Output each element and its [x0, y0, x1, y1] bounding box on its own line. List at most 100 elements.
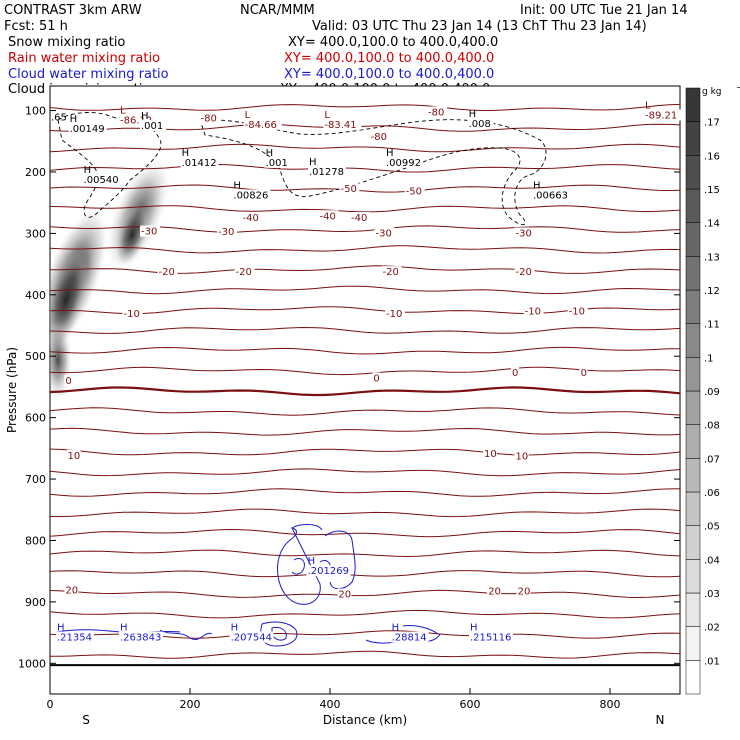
isotherm-label-bg: [567, 305, 588, 317]
isotherm-label: -40: [320, 211, 336, 222]
legend-snow-label: Snow mixing ratio: [8, 35, 125, 50]
isotherm-label: -10: [525, 306, 541, 317]
colorbar-tick-label: .14: [704, 219, 720, 230]
isotherm-line: [50, 245, 680, 254]
maximum-label-bg: [82, 174, 121, 186]
cloud-water-label-bg: [119, 631, 163, 643]
maximum-label: .008: [469, 119, 491, 130]
isotherm-line: [50, 366, 680, 376]
isotherm-label: -10: [386, 309, 402, 320]
isotherm-label-bg: [350, 212, 370, 224]
colorbar-cell: [685, 155, 701, 190]
isotherm-label: 10: [484, 449, 497, 460]
maximum-label-bg: [385, 156, 423, 168]
colorbar-cell: [685, 491, 701, 526]
isotherm-line: [50, 407, 680, 416]
isotherm-label-bg: [217, 226, 237, 238]
isotherm-label: -10: [124, 309, 140, 320]
isotherm-label-bg: [579, 366, 588, 378]
maximum-label: .001: [141, 121, 163, 132]
isotherm-label: -80: [371, 132, 387, 143]
isotherm-label: 20: [518, 587, 531, 598]
legend-rain-xy: XY= 400.0,100.0 to 400.0,400.0: [284, 51, 494, 66]
colorbar-unit: g kg: [702, 87, 722, 97]
isotherm-label-bg: [523, 305, 544, 317]
isotherm-label: 0: [65, 376, 71, 387]
cloud-water-label-marker: H: [120, 623, 128, 634]
isotherm-label-bg: [487, 585, 502, 597]
isotherm-line: [50, 386, 680, 397]
isotherm-label-bg: [514, 266, 535, 278]
cloud-water-label-marker: H: [308, 556, 316, 567]
colorbar-tick-label: .13: [704, 252, 720, 263]
colorbar-tick-label: .08: [704, 421, 720, 432]
maximum-label-bg: [467, 118, 494, 130]
maximum-label: .01278: [309, 167, 344, 178]
isotherm-label: -20: [516, 267, 532, 278]
edge-label: .65: [51, 112, 67, 123]
isotherm-label: -30: [376, 228, 392, 239]
cloud-water-label: .263843: [120, 633, 161, 644]
isotherm-label-bg: [374, 227, 395, 239]
legend-rain-label: Rain water mixing ratio: [8, 51, 160, 66]
isotherm-label: 20: [488, 587, 501, 598]
x-tick-label: 400: [320, 698, 341, 711]
maximum-label-marker: H: [70, 114, 78, 125]
isotherm-line: [50, 528, 680, 538]
isotherm-line: [50, 103, 680, 111]
maximum-label-bg: [532, 189, 570, 201]
y-tick-label: 100: [25, 105, 46, 118]
isotherm-label: -30: [141, 227, 157, 238]
colorbar-cell: [685, 592, 701, 627]
cloud-water-label: .28814: [392, 633, 427, 644]
maximum-label-marker: H: [469, 109, 477, 120]
legend-snow-xy: XY= 400.0,100.0 to 400.0,400.0: [288, 35, 498, 50]
isotherm-label-bg: [381, 266, 402, 278]
isotherm-label-bg: [64, 584, 79, 596]
x-tick-label: 0: [47, 698, 54, 711]
cloud-water-label-marker: H: [231, 623, 239, 634]
colorbar-tick-label: .01: [704, 656, 720, 667]
isotherm-label-bg: [511, 366, 519, 378]
maximum-label-bg: [140, 119, 166, 131]
y-tick-label: 500: [25, 350, 46, 363]
isotherm-line: [50, 163, 680, 173]
maximum-label: .00826: [233, 190, 268, 201]
colorbar-cell: [685, 458, 701, 493]
forecast-hour: Fcst: 51 h: [4, 19, 68, 34]
isotherm-line: [50, 265, 680, 274]
colorbar-cell: [685, 424, 701, 459]
y-tick-label: 800: [25, 534, 46, 547]
maximum-label-marker: H: [84, 165, 92, 176]
isotherm-line: [50, 285, 680, 295]
minimum-label-bg: [119, 114, 157, 126]
isotherm-label-bg: [483, 447, 497, 459]
colorbar-cell: [685, 323, 701, 358]
minimum-label: -89.21: [645, 111, 677, 122]
isotherm-label-bg: [516, 585, 531, 597]
colorbar-tick-label: .15: [704, 185, 720, 196]
colorbar-tick-label: .04: [704, 555, 720, 566]
cloud-water-label-marker: H: [392, 623, 400, 634]
y-tick-label: 200: [25, 166, 46, 179]
colorbar-tick-label: .05: [704, 522, 720, 533]
cloud-water-label-bg: [229, 631, 274, 643]
colorbar-tick-label: .02: [704, 623, 720, 634]
isotherm-label-bg: [404, 185, 425, 197]
isotherm-line: [50, 589, 680, 599]
colorbar-cell: [685, 357, 701, 392]
legend-cloudwater-label: Cloud water mixing ratio: [8, 67, 169, 82]
maximum-label-bg: [232, 189, 271, 201]
isotherm-label: 0: [581, 368, 587, 379]
colorbar-unit-exponent: −1: [736, 83, 740, 92]
minimum-label-bg: [644, 109, 682, 121]
isotherm-label: -20: [159, 267, 175, 278]
colorbar-cell: [685, 525, 701, 560]
isotherm-label-bg: [140, 225, 160, 237]
x-axis-label: Distance (km): [323, 713, 407, 727]
maximum-label: .00149: [70, 124, 105, 135]
model-title: CONTRAST 3km ARW: [4, 3, 142, 18]
colorbar-tick-label: .16: [704, 151, 720, 162]
colorbar-tick-label: .03: [704, 589, 720, 600]
